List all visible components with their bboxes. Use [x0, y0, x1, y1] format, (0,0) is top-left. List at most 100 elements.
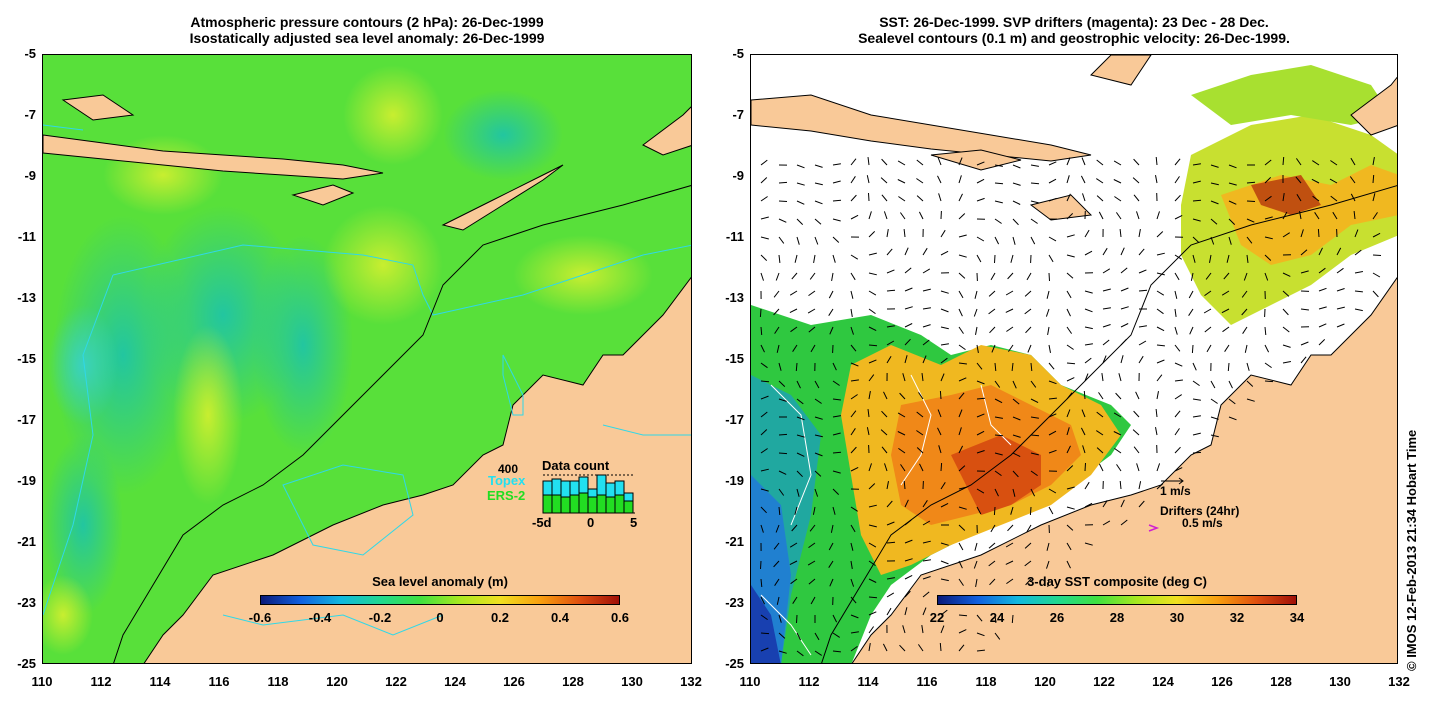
x-tick-label: 114	[857, 674, 879, 689]
velocity-vector	[1026, 524, 1032, 533]
velocity-vector	[1209, 254, 1212, 263]
sea-level-anomaly-map	[42, 54, 692, 664]
velocity-vector	[898, 196, 906, 202]
velocity-vector	[1066, 362, 1076, 365]
velocity-vector	[814, 416, 823, 420]
velocity-vector	[1192, 451, 1202, 454]
velocity-vector	[940, 578, 949, 582]
velocity-vector	[1192, 218, 1201, 222]
velocity-vector	[1012, 182, 1021, 186]
velocity-vector	[1098, 392, 1104, 400]
velocity-vector	[868, 463, 872, 472]
velocity-vector	[1102, 307, 1111, 310]
y-tick-label: -15	[17, 351, 36, 366]
velocity-vector	[1048, 430, 1057, 436]
velocity-vector	[1228, 236, 1232, 245]
colorbar-tick-label: -0.4	[308, 610, 332, 625]
velocity-vector	[1066, 254, 1075, 258]
velocity-vector	[1010, 506, 1014, 515]
velocity-vector	[1047, 326, 1050, 335]
velocity-vector	[1102, 324, 1111, 328]
y-tick-label: -9	[732, 168, 744, 183]
velocity-vector	[1066, 344, 1074, 350]
velocity-vector	[904, 306, 913, 310]
velocity-vector	[958, 234, 967, 238]
velocity-vector	[850, 176, 856, 184]
velocity-vector	[940, 560, 949, 565]
velocity-vector	[1066, 326, 1073, 334]
velocity-vector	[922, 339, 930, 346]
velocity-vector	[832, 451, 842, 454]
velocity-vector	[796, 416, 805, 421]
velocity-vector	[1311, 178, 1320, 184]
velocity-vector	[1192, 362, 1197, 371]
velocity-vector	[850, 394, 858, 400]
velocity-vector	[1012, 380, 1017, 389]
velocity-vector	[868, 524, 877, 528]
velocity-vector	[1156, 344, 1165, 347]
velocity-vector	[939, 642, 942, 652]
velocity-vector	[868, 611, 877, 616]
velocity-vector	[1102, 355, 1107, 364]
ers2-count-bar	[614, 494, 625, 514]
velocity-vector	[1174, 394, 1182, 400]
y-tick-label: -13	[725, 290, 744, 305]
velocity-vector	[808, 542, 816, 549]
velocity-vector	[994, 182, 1004, 185]
velocity-vector	[917, 644, 924, 652]
velocity-vector	[1336, 306, 1345, 310]
velocity-vector	[1155, 427, 1158, 436]
velocity-vector	[778, 254, 781, 263]
velocity-vector	[778, 452, 788, 455]
velocity-vector	[1138, 481, 1142, 490]
velocity-vector	[958, 542, 964, 551]
velocity-vector	[1329, 178, 1338, 184]
velocity-vector	[902, 625, 906, 634]
velocity-vector	[850, 645, 858, 652]
velocity-vector	[922, 500, 928, 508]
velocity-vector	[1174, 326, 1178, 335]
velocity-vector	[976, 178, 985, 184]
velocity-vector	[829, 326, 834, 335]
velocity-vector	[973, 308, 978, 317]
velocity-vector	[778, 200, 788, 202]
x-tick-label: 124	[444, 674, 466, 689]
left-title-line2: Isostatically adjusted sea level anomaly…	[189, 30, 545, 46]
velocity-vector	[1282, 156, 1285, 166]
velocity-vector	[814, 488, 819, 497]
velocity-vector	[830, 524, 834, 533]
velocity-vector	[1030, 416, 1039, 419]
velocity-vector	[994, 416, 1003, 419]
velocity-vector	[1295, 158, 1302, 166]
velocity-vector	[760, 196, 768, 202]
velocity-vector	[1156, 391, 1159, 400]
velocity-vector	[1228, 380, 1233, 389]
velocity-vector	[1048, 161, 1057, 166]
velocity-vector	[918, 211, 924, 220]
velocity-vector	[989, 578, 996, 586]
velocity-vector	[868, 308, 876, 315]
velocity-vector	[1138, 500, 1145, 508]
y-tick-label: -25	[17, 656, 36, 671]
velocity-vector	[794, 254, 798, 263]
velocity-vector	[1132, 429, 1140, 436]
velocity-vector	[1066, 542, 1072, 551]
velocity-vector	[880, 177, 888, 184]
velocity-vector	[1066, 465, 1074, 472]
velocity-vector	[1138, 325, 1147, 328]
velocity-vector	[1114, 447, 1122, 454]
velocity-vector	[886, 500, 893, 508]
velocity-vector	[1282, 361, 1291, 364]
velocity-vector	[1084, 343, 1093, 346]
velocity-vector	[937, 409, 942, 418]
velocity-vector	[1192, 415, 1201, 418]
velocity-vector	[903, 480, 906, 490]
y-tick-label: -15	[725, 351, 744, 366]
velocity-vector	[1354, 229, 1359, 238]
velocity-vector	[976, 344, 979, 353]
velocity-vector	[1318, 247, 1323, 256]
y-tick-label: -25	[725, 656, 744, 671]
ers2-count-bar	[605, 496, 616, 514]
velocity-vector	[866, 427, 870, 436]
velocity-vector	[832, 362, 837, 371]
